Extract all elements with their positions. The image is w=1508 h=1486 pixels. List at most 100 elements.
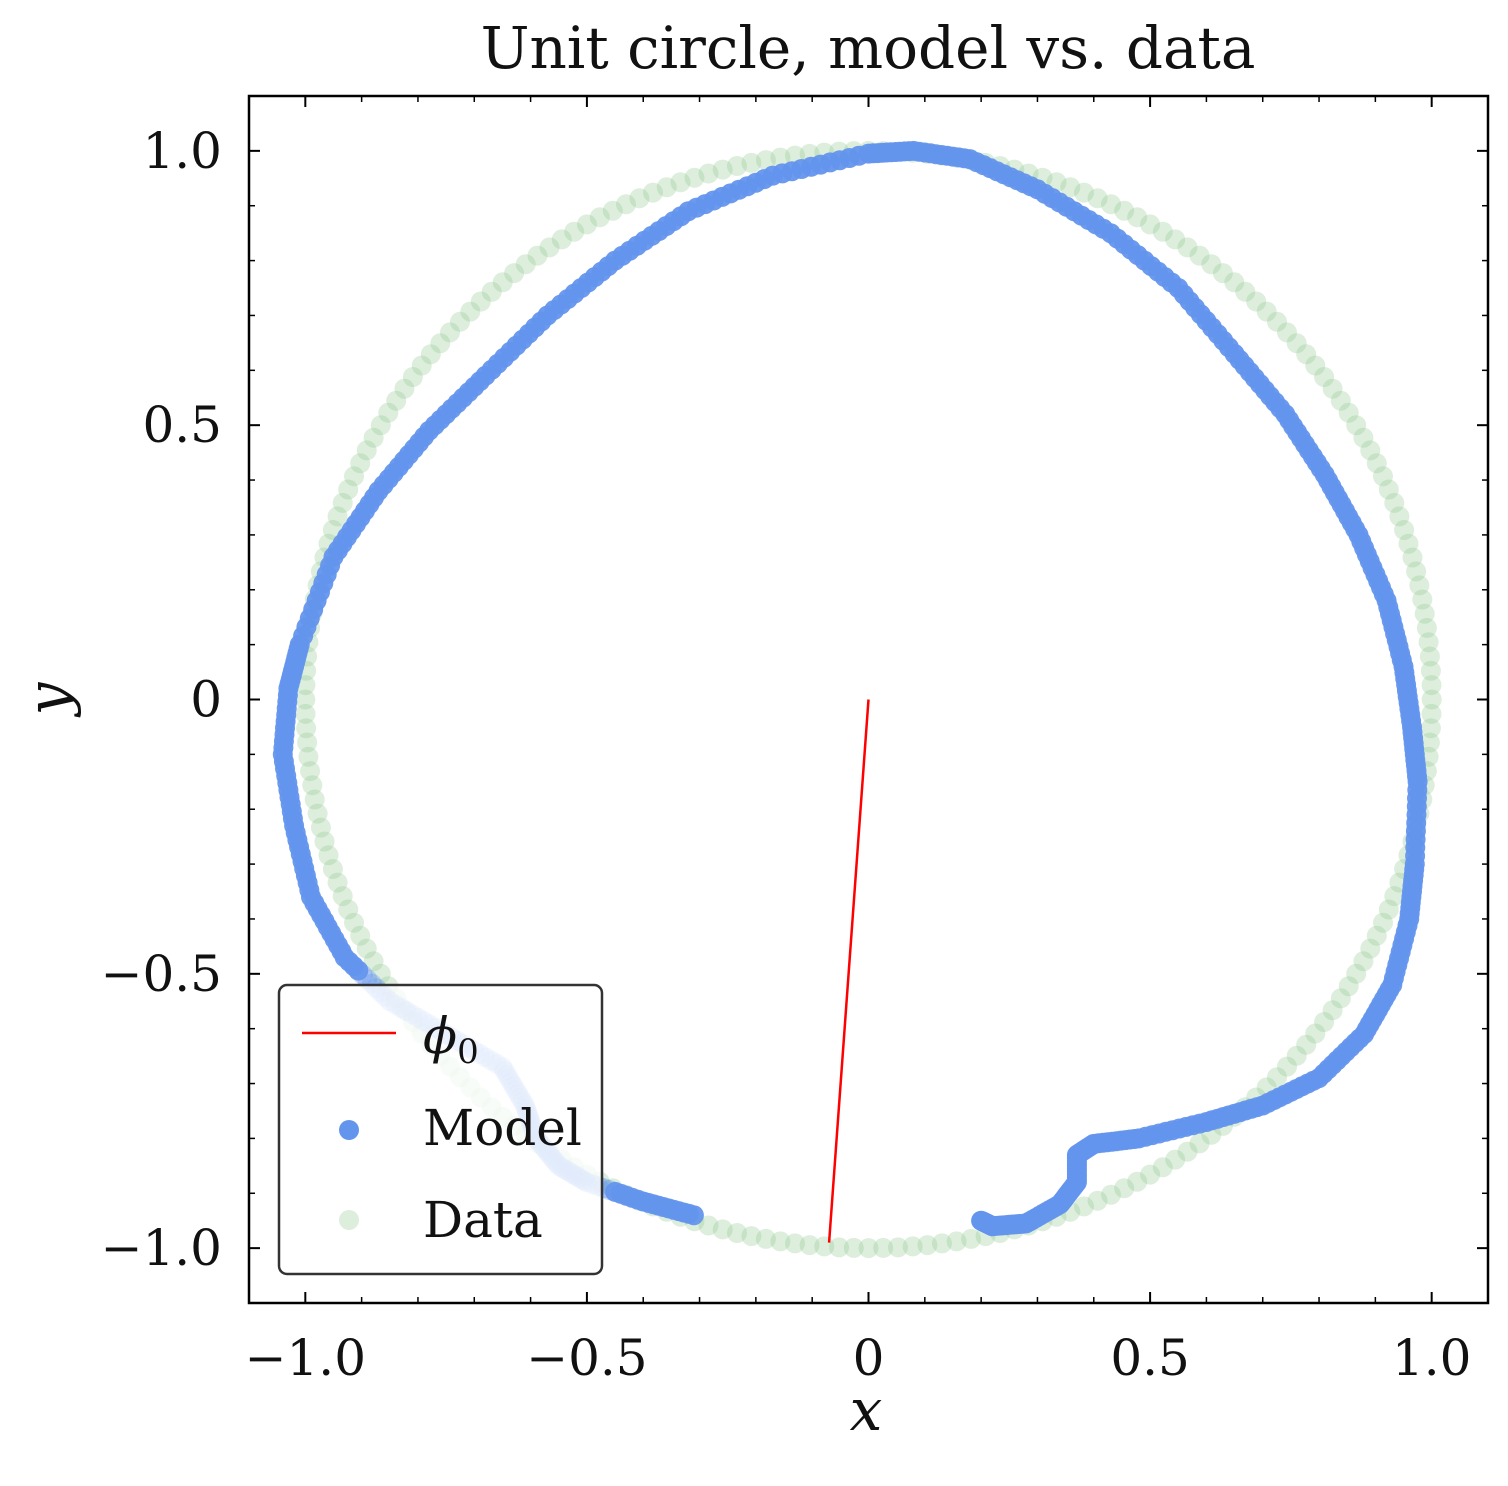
data-point — [356, 440, 377, 461]
data-point — [551, 229, 572, 250]
data-point — [698, 1215, 719, 1236]
data-point — [917, 1235, 938, 1256]
y-tick-label: −1.0 — [101, 1219, 222, 1277]
data-point — [350, 925, 371, 946]
data-point — [1296, 344, 1317, 365]
data-point — [296, 718, 317, 739]
legend-marker-model — [339, 1120, 359, 1140]
data-point — [727, 1223, 747, 1243]
data-point — [1346, 415, 1367, 436]
data-point — [1165, 229, 1186, 250]
data-point — [318, 845, 339, 866]
data-point — [327, 506, 348, 527]
data-point — [1267, 1067, 1287, 1088]
data-point — [755, 1228, 776, 1249]
data-point — [902, 1236, 923, 1257]
model-point — [971, 1210, 992, 1231]
data-point — [297, 732, 318, 753]
data-point — [332, 492, 353, 513]
model-point — [605, 1181, 626, 1202]
data-point — [310, 817, 331, 838]
data-point — [1140, 1164, 1161, 1185]
data-point — [481, 281, 502, 302]
data-point — [1177, 237, 1198, 258]
data-point — [402, 367, 423, 387]
data-point — [1286, 333, 1307, 354]
data-point — [1378, 899, 1399, 920]
data-point — [1177, 1141, 1198, 1162]
data-point — [1398, 533, 1419, 554]
data-point — [576, 214, 597, 235]
data-point — [1267, 311, 1287, 332]
data-point — [1330, 390, 1351, 411]
data-point — [350, 453, 371, 474]
data-point — [1277, 1056, 1297, 1077]
data-point — [307, 803, 328, 824]
data-point — [1419, 646, 1440, 667]
legend: ϕ0 Model Data — [277, 983, 604, 1276]
data-point — [961, 1228, 982, 1249]
data-point — [515, 254, 536, 275]
data-point — [411, 355, 432, 376]
data-point — [1421, 703, 1442, 724]
data-point — [1305, 355, 1326, 376]
data-point — [1394, 520, 1415, 540]
data-point — [1338, 402, 1359, 423]
y-tick-label: 0 — [190, 671, 222, 729]
data-point — [932, 1233, 952, 1254]
data-point — [602, 200, 623, 221]
data-point — [1366, 453, 1387, 474]
legend-marker-data — [339, 1210, 359, 1230]
data-point — [1305, 1023, 1326, 1044]
data-point — [338, 899, 359, 920]
data-point — [1421, 689, 1442, 710]
data-point — [338, 479, 359, 500]
data-point — [298, 746, 319, 767]
legend-label-model: Model — [423, 1099, 582, 1157]
data-point — [1127, 207, 1148, 228]
data-point — [295, 689, 316, 710]
data-point — [1165, 1149, 1186, 1170]
data-point — [1416, 617, 1437, 638]
data-point — [378, 402, 399, 423]
data-point — [322, 859, 343, 879]
data-point — [1378, 479, 1399, 500]
data-point — [656, 177, 677, 198]
data-point — [1101, 1184, 1121, 1205]
phi0-line — [827, 699, 870, 1243]
data-point — [1373, 466, 1393, 487]
data-point — [616, 194, 636, 215]
data-point — [888, 1237, 908, 1258]
data-point — [1140, 214, 1161, 235]
plot-frame — [247, 94, 1490, 1305]
data-point — [304, 789, 325, 810]
y-tick-label: −0.5 — [101, 945, 222, 1003]
data-point — [1074, 182, 1094, 203]
y-axis-label: y — [14, 681, 82, 718]
data-point — [539, 237, 560, 258]
data-point — [1330, 988, 1351, 1009]
data-point — [1366, 925, 1387, 946]
data-point — [1087, 188, 1108, 209]
data-point — [356, 938, 377, 959]
data-point — [1338, 976, 1359, 997]
data-point — [770, 1231, 791, 1252]
data-point — [1127, 1171, 1148, 1192]
data-point — [1235, 281, 1256, 302]
data-point — [1114, 1178, 1135, 1199]
data-point — [1418, 632, 1439, 653]
y-tick-label: 0.5 — [142, 396, 222, 454]
x-tick-label: −0.5 — [526, 1329, 647, 1387]
data-point — [1389, 506, 1410, 527]
data-point — [370, 963, 391, 984]
data-point — [1296, 1034, 1317, 1055]
chart-title: Unit circle, model vs. data — [481, 14, 1256, 82]
data-point — [670, 172, 691, 193]
data-point — [698, 163, 719, 184]
data-point — [1346, 963, 1367, 984]
data-point — [1212, 263, 1233, 284]
legend-label-data: Data — [423, 1191, 543, 1249]
data-point — [1412, 589, 1433, 610]
data-point — [1373, 912, 1393, 933]
x-tick-label: 1.0 — [1392, 1329, 1472, 1387]
